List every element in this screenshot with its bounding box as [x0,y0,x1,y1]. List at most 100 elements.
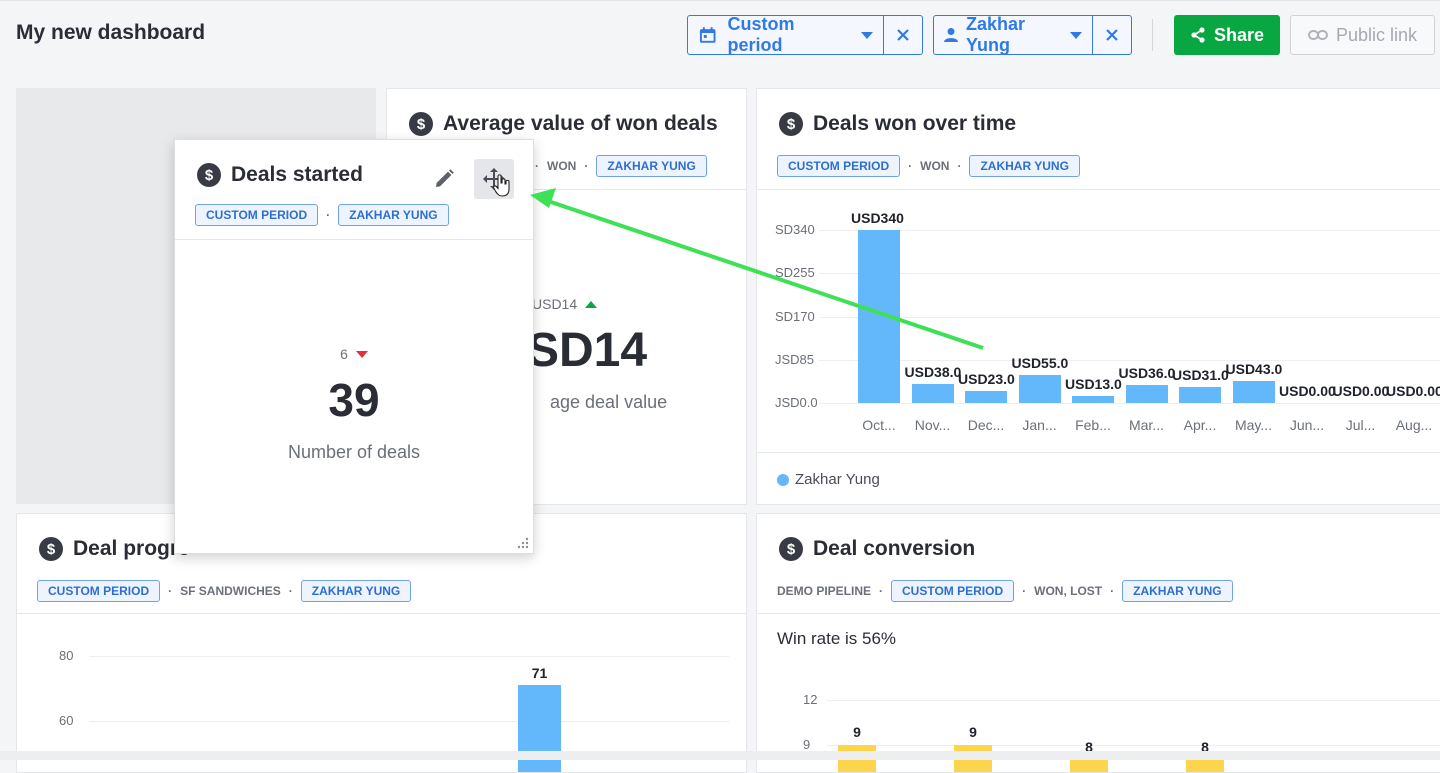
gridline [89,721,729,722]
gridline [819,317,1440,318]
gridline [819,230,1440,231]
chart-legend: Zakhar Yung [777,471,880,488]
clear-period-button[interactable] [884,16,922,54]
deals-started-value: 39 [175,373,533,427]
legend-swatch-icon [777,474,789,486]
user-tag[interactable]: ZAKHAR YUNG [338,204,448,226]
share-icon [1190,27,1206,43]
horizontal-scrollbar[interactable] [0,751,1440,760]
y-tick-label: JSD0.0 [775,395,818,410]
trend-down-icon [356,351,368,358]
x-tick-label: Sep [1423,417,1440,433]
card-divider [757,452,1440,453]
public-link-label: Public link [1336,25,1417,46]
period-tag[interactable]: CUSTOM PERIOD [195,204,318,226]
close-icon [1105,28,1119,42]
gridline [819,360,1440,361]
period-filter-label: Custom period [727,14,851,56]
deals-started-card[interactable]: $ Deals started CUSTOM PERIOD · ZAKHAR Y… [174,139,534,554]
card-title: Deals started [231,163,363,187]
dollar-icon: $ [197,163,221,187]
data-label: USD23.0 [958,371,1015,387]
y-tick-label: 60 [59,713,73,728]
previous-value: 6 [340,346,348,362]
data-label: USD0.00 [1279,383,1336,399]
data-label: 71 [518,665,561,681]
avg-won-caption: age deal value [550,392,667,413]
deals-started-previous: 6 [175,346,533,362]
previous-value: USD14 [532,296,577,312]
person-icon [944,26,958,44]
separator-dot: · [535,159,539,173]
data-label: USD36.0 [1119,365,1176,381]
data-label: USD13.0 [1065,376,1122,392]
share-button[interactable]: Share [1174,15,1280,55]
gridline [827,745,1440,746]
data-label: USD340 [851,210,904,226]
separator-dot: · [584,159,588,173]
link-icon [1308,29,1328,41]
card-title: Average value of won deals [443,112,718,136]
chevron-down-icon [861,32,873,39]
bar [858,230,900,403]
resize-handle-icon[interactable] [517,537,529,549]
y-tick-label: SD340 [775,222,815,237]
data-label: USD0.00 [1386,383,1440,399]
data-label: 9 [838,724,876,740]
y-tick-label: 80 [59,648,73,663]
avg-won-value: SD14 [527,323,647,378]
chevron-down-icon [1070,32,1082,39]
gridline [819,273,1440,274]
deals-started-tags: CUSTOM PERIOD · ZAKHAR YUNG [195,204,449,226]
bar [965,391,1007,403]
separator-dot: · [326,208,330,222]
edit-button[interactable] [429,164,459,194]
avg-won-title-row: $ Average value of won deals [409,112,718,136]
user-tag[interactable]: ZAKHAR YUNG [596,155,706,177]
close-icon [896,28,910,42]
bar [912,384,954,403]
won-tag: WON [547,159,576,173]
data-label: USD0.00 [1333,383,1390,399]
toolbar-divider [1152,19,1153,51]
gridline [827,700,1440,701]
bar [1126,385,1168,403]
bar [1186,760,1224,773]
avg-won-tags: · WON · ZAKHAR YUNG [535,155,707,177]
page-title: My new dashboard [16,21,205,45]
y-tick-label: SD255 [775,265,815,280]
data-label: USD55.0 [1012,355,1069,371]
bar [1070,760,1108,773]
hand-cursor-icon [493,174,511,198]
user-filter-label: Zakhar Yung [966,14,1060,56]
y-tick-label: 12 [803,692,817,707]
data-label: USD31.0 [1172,367,1229,383]
user-filter-dropdown[interactable]: Zakhar Yung [934,16,1093,54]
clear-user-button[interactable] [1093,16,1131,54]
deals-won-over-time-card: $ Deals won over time CUSTOM PERIOD · WO… [756,88,1440,505]
public-link-button[interactable]: Public link [1290,15,1435,55]
top-bar: My new dashboard Custom period Zakhar Yu… [0,0,1440,70]
bar [1233,381,1275,403]
period-filter-dropdown[interactable]: Custom period [688,16,884,54]
trend-up-icon [585,301,597,308]
user-filter[interactable]: Zakhar Yung [933,15,1132,55]
calendar-icon [698,25,717,45]
bar [1019,375,1061,403]
avg-won-previous: USD14 [532,296,597,312]
gridline [819,403,1440,404]
deals-started-title-row: $ Deals started [197,163,363,187]
data-label: 9 [954,724,992,740]
deal-conversion-card: $ Deal conversion DEMO PIPELINE · CUSTOM… [756,513,1440,773]
period-filter[interactable]: Custom period [687,15,923,55]
y-tick-label: 9 [803,737,810,752]
legend-label: Zakhar Yung [795,471,880,488]
y-tick-label: SD170 [775,309,815,324]
data-label: USD38.0 [905,364,962,380]
card-divider [175,239,533,240]
y-tick-label: JSD85 [775,352,814,367]
deals-started-caption: Number of deals [175,442,533,463]
share-button-label: Share [1214,25,1264,46]
